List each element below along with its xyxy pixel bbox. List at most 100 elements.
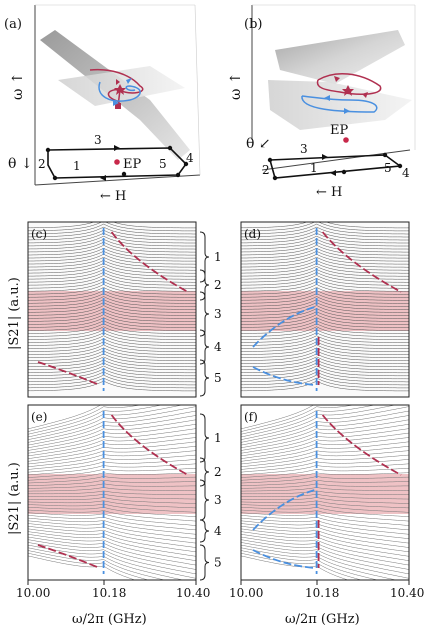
- spectrum-trace: [28, 531, 196, 557]
- spectrum-trace: [241, 302, 409, 313]
- spectrum-trace: [241, 419, 409, 449]
- spectrum-trace: [241, 441, 409, 462]
- spectrum-trace: [241, 520, 409, 539]
- spectrum-trace: [241, 338, 409, 349]
- panel-a-tag: (a): [4, 17, 22, 32]
- spectrum-trace: [28, 278, 196, 289]
- spectrum-trace: [28, 463, 196, 476]
- spectrum-trace: [28, 497, 196, 504]
- panel-a-h-axis: ← H: [100, 189, 126, 204]
- spectrum-trace: [241, 250, 409, 262]
- spectrum-trace: [241, 241, 409, 253]
- spectrum-trace: [241, 534, 409, 561]
- spectrum-trace: [241, 380, 409, 392]
- x-tick-label-right-1: 10.00: [229, 586, 263, 600]
- spectrum-trace: [28, 512, 196, 526]
- spectrum-trace: [28, 406, 196, 440]
- x-tick-label-left-3: 10.40: [176, 586, 210, 600]
- panel-d: (d): [240, 221, 410, 398]
- spectrum-trace: [241, 550, 379, 580]
- panel-a-theta-axis: θ ↓: [8, 156, 33, 172]
- spectrum-trace: [241, 353, 409, 365]
- panel-e: (e): [27, 404, 197, 581]
- spectrum-trace: [28, 490, 196, 495]
- segment-label-left-top-4: 4: [214, 340, 222, 354]
- spectrum-trace: [241, 490, 409, 495]
- spectrum-trace: [241, 450, 409, 467]
- panel-b-h-axis: ← H: [316, 185, 342, 200]
- spectrum-trace: [28, 344, 196, 355]
- spectrum-trace: [28, 377, 196, 389]
- x-tick-label-right-2: 10.18: [305, 586, 339, 600]
- spectrum-trace: [241, 377, 409, 389]
- spectrum-trace: [241, 293, 409, 304]
- mode-branch: [110, 414, 189, 476]
- spectrum-trace: [28, 523, 196, 544]
- spectrum-trace: [241, 517, 409, 535]
- spectrum-trace: [28, 341, 196, 352]
- spectrum-trace: [241, 459, 409, 473]
- y-axis-label-bottom: |S21| (a.u.): [7, 462, 22, 535]
- loop-number-a-1: 1: [73, 159, 81, 173]
- loop-number-a-3: 3: [94, 133, 102, 147]
- segment-label-left-top-1: 1: [214, 250, 222, 264]
- mode-branch: [252, 489, 315, 531]
- spectrum-trace: [28, 223, 196, 235]
- panel-a: (a) ω ↑ θ ↓ ← H EP 1 2 3 4 5: [4, 4, 201, 204]
- spectrum-trace: [241, 525, 409, 548]
- segment-brace: [199, 544, 210, 581]
- panel-c-tag: (c): [31, 227, 47, 241]
- spectrum-trace: [241, 432, 409, 457]
- spectrum-trace: [28, 437, 196, 459]
- spectrum-trace: [241, 263, 409, 274]
- spectrum-trace: [241, 497, 409, 504]
- segment-label-left-top-3: 3: [214, 307, 222, 321]
- spectrum-trace: [28, 302, 196, 313]
- x-tick-label-right-3: 10.40: [390, 586, 424, 600]
- spectrum-trace: [28, 253, 196, 265]
- spectrum-trace: [28, 544, 196, 579]
- spectrum-trace: [28, 365, 196, 377]
- spectrum-trace: [28, 405, 163, 435]
- x-tick-label-left-2: 10.18: [92, 586, 126, 600]
- panel-b: (b) ω ↑ θ ↙ ← H EP 1 2 3 4 5: [228, 4, 416, 200]
- spectrum-trace: [28, 235, 196, 247]
- spectrum-trace: [241, 244, 409, 256]
- spectrum-trace: [28, 525, 196, 548]
- segment-brace: [199, 519, 210, 543]
- spectrum-trace: [241, 437, 409, 459]
- ep-dot-b: [343, 137, 349, 143]
- spectrum-trace: [241, 531, 409, 557]
- loop-number-b-4: 4: [402, 166, 410, 180]
- spectrum-trace: [28, 405, 142, 432]
- spectrum-trace: [28, 314, 196, 325]
- spectrum-trace: [28, 371, 196, 383]
- spectrum-trace: [241, 329, 409, 340]
- spectrum-trace: [241, 552, 363, 580]
- segment-label-left-bottom-3: 3: [214, 493, 222, 507]
- spectrum-trace: [241, 266, 409, 277]
- loop-number-b-3: 3: [300, 142, 308, 156]
- spectrum-trace: [241, 463, 409, 476]
- spectrum-trace: [28, 222, 196, 229]
- spectrum-trace: [28, 226, 196, 238]
- mode-branch: [252, 549, 315, 569]
- spectrum-trace: [241, 256, 409, 268]
- spectrum-trace: [241, 500, 409, 509]
- spectrum-trace: [241, 359, 409, 371]
- spectrum-trace: [241, 226, 409, 238]
- spectrum-trace: [28, 479, 196, 486]
- y-axis-label-top: |S21| (a.u.): [7, 277, 22, 350]
- spectrum-trace: [28, 260, 196, 271]
- spectrum-trace: [241, 428, 409, 454]
- panel-c: (c): [27, 221, 197, 398]
- spectrum-trace: [241, 467, 409, 478]
- spectrum-trace: [28, 500, 196, 509]
- spectrum-trace: [28, 250, 196, 262]
- spectrum-trace: [28, 311, 196, 322]
- spectrum-trace: [28, 290, 196, 301]
- x-tick-label-left-1: 10.00: [16, 586, 50, 600]
- spectrum-trace: [241, 362, 409, 374]
- spectrum-trace: [28, 320, 196, 331]
- spectrum-trace: [241, 296, 409, 307]
